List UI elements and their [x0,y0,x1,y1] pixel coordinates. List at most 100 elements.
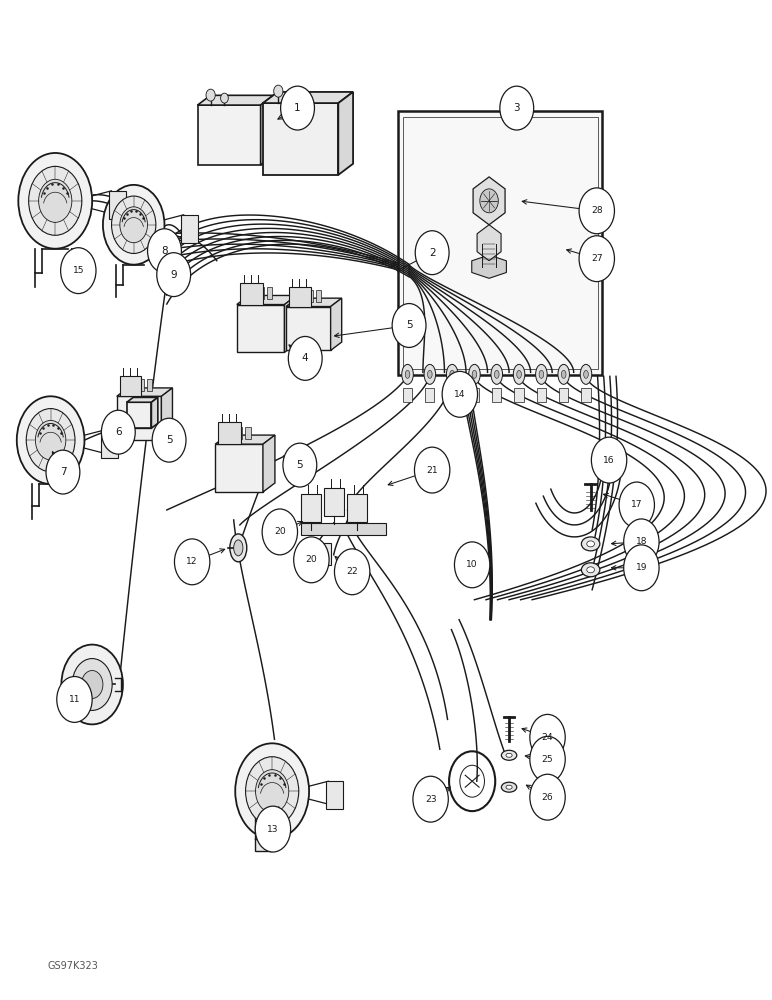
Circle shape [235,743,309,839]
Circle shape [415,447,450,493]
Polygon shape [198,105,261,165]
Text: 5: 5 [296,460,303,470]
Bar [581,388,591,402]
Text: 14: 14 [454,390,466,399]
Polygon shape [215,435,275,444]
Bar [514,388,523,402]
Bar [127,402,151,428]
Ellipse shape [501,750,516,760]
Ellipse shape [584,370,588,378]
Bar [237,427,242,439]
Circle shape [62,645,123,724]
Text: 22: 22 [347,567,358,576]
Ellipse shape [428,370,432,378]
Bar [220,427,225,439]
Text: 25: 25 [542,755,554,764]
Bar [138,379,144,391]
Polygon shape [127,397,157,402]
Text: 4: 4 [302,353,309,363]
Ellipse shape [234,540,243,556]
Polygon shape [117,388,172,396]
Bar [323,488,344,516]
Circle shape [120,207,147,243]
Circle shape [290,88,297,98]
Bar [537,388,546,402]
Bar [347,494,367,522]
Circle shape [81,671,103,698]
Circle shape [624,519,659,565]
Text: 9: 9 [171,270,177,280]
Text: 3: 3 [513,103,520,113]
Bar [240,283,263,305]
Polygon shape [286,298,342,307]
Bar [398,111,602,375]
Bar [130,379,135,391]
Text: 16: 16 [603,456,615,465]
Text: 8: 8 [161,246,168,256]
Ellipse shape [469,364,480,384]
Ellipse shape [536,364,547,384]
Text: 6: 6 [115,427,122,437]
Bar [256,803,273,851]
Bar [299,290,304,302]
Circle shape [147,229,181,273]
Ellipse shape [558,364,570,384]
Ellipse shape [587,541,594,547]
Polygon shape [284,295,296,352]
Bar [310,543,330,565]
Ellipse shape [472,370,477,378]
Bar [229,427,234,439]
Circle shape [530,714,565,760]
Ellipse shape [230,534,247,562]
Polygon shape [261,95,273,165]
Circle shape [442,371,478,417]
Ellipse shape [581,563,600,577]
Ellipse shape [516,370,521,378]
Text: 13: 13 [267,825,279,834]
Ellipse shape [587,567,594,573]
Bar [250,287,256,299]
Polygon shape [263,103,338,175]
Circle shape [174,539,210,585]
Polygon shape [477,225,501,261]
Text: 12: 12 [186,557,198,566]
Ellipse shape [506,753,512,757]
Bar [326,781,343,809]
Polygon shape [198,95,273,105]
Circle shape [334,549,370,595]
Ellipse shape [450,370,455,378]
Polygon shape [117,396,161,440]
Circle shape [206,89,215,101]
Ellipse shape [405,370,410,378]
Circle shape [288,336,322,380]
Ellipse shape [494,370,499,378]
Bar [121,379,127,391]
Text: 10: 10 [466,560,478,569]
Ellipse shape [581,364,592,384]
Bar [307,290,313,302]
Text: 21: 21 [426,466,438,475]
Circle shape [415,231,449,275]
Text: 5: 5 [406,320,412,330]
Circle shape [530,774,565,820]
Circle shape [392,304,426,347]
Bar [493,388,501,402]
Polygon shape [151,397,157,428]
Bar [242,287,247,299]
Bar [559,388,568,402]
Circle shape [57,677,92,722]
Polygon shape [161,388,172,440]
Circle shape [157,253,191,297]
Ellipse shape [561,370,566,378]
Circle shape [61,248,96,294]
Text: 24: 24 [542,733,554,742]
Circle shape [19,153,92,249]
Text: 20: 20 [274,527,286,536]
Circle shape [39,179,72,222]
Bar [290,290,296,302]
Text: 26: 26 [542,793,554,802]
Bar [218,422,242,444]
Bar [470,388,479,402]
Text: 28: 28 [591,206,603,215]
Circle shape [480,189,498,213]
